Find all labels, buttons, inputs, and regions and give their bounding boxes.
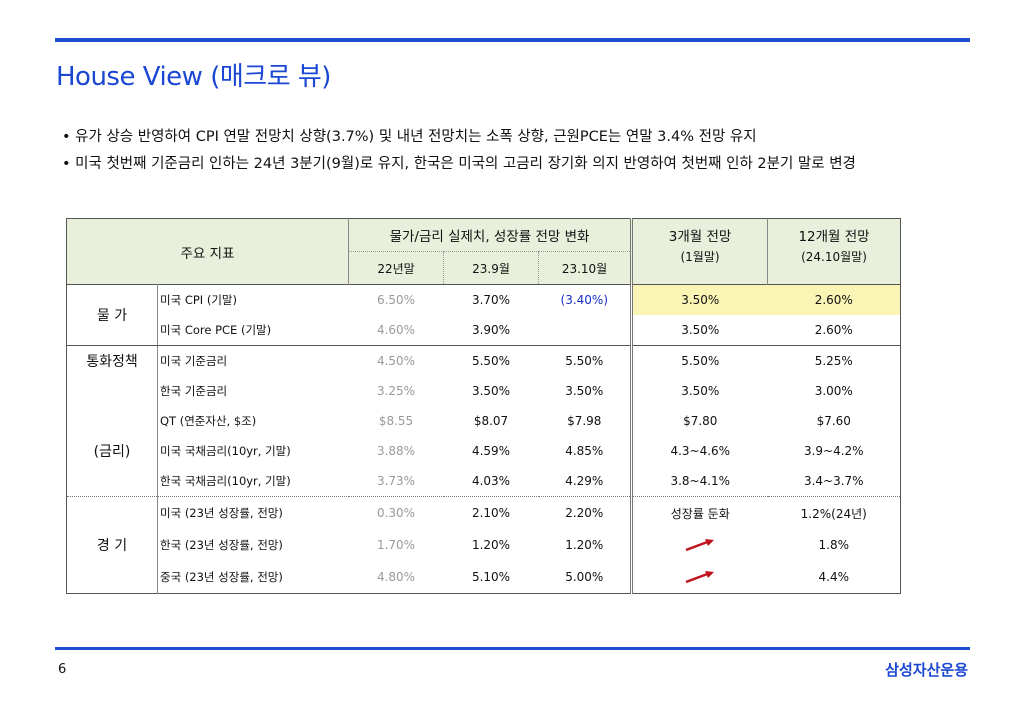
header-main-indicator: 주요 지표 — [65, 218, 349, 285]
value-23oct: (3.40%) — [560, 293, 608, 307]
indicator-name: 한국 국채금리(10yr, 기말) — [156, 466, 349, 497]
forecast-3m: 4.3~4.6% — [630, 436, 768, 466]
indicator-name: 미국 기준금리 — [156, 345, 349, 376]
value-23oct — [539, 315, 632, 346]
value-22end: 4.60% — [376, 323, 416, 337]
value-23oct: 1.20% — [565, 538, 604, 552]
indicator-name: QT (연준자산, $조) — [156, 406, 349, 436]
forecast-12m: 1.8% — [767, 529, 902, 561]
indicator-name: 한국 기준금리 — [156, 376, 349, 406]
value-23sep: 1.20% — [471, 538, 511, 552]
up-right-arrow-icon — [685, 539, 715, 552]
value-22end: $8.55 — [378, 414, 414, 428]
indicator-name: 미국 국채금리(10yr, 기말) — [156, 436, 349, 466]
forecast-12m: 4.4% — [767, 561, 902, 594]
top-rule — [55, 38, 970, 42]
value-23sep: 5.10% — [471, 570, 511, 584]
page-number: 6 — [58, 662, 67, 677]
value-23oct: $7.98 — [567, 414, 602, 428]
bottom-rule — [55, 647, 970, 650]
value-23sep: 2.10% — [471, 506, 511, 520]
category-spacer — [66, 496, 158, 529]
forecast-3m: $7.80 — [630, 406, 768, 436]
category-price: 물 가 — [66, 284, 158, 346]
value-23sep: $8.07 — [473, 414, 509, 428]
macro-table: 주요 지표 물가/금리 실제치, 성장률 전망 변화 3개월 전망 (1월말) … — [65, 218, 902, 594]
header-3m-title: 3개월 전망 — [668, 228, 732, 245]
value-23sep: 3.90% — [471, 323, 511, 337]
header-12m-sub: (24.10월말) — [801, 249, 867, 264]
forecast-3m — [630, 561, 768, 594]
value-22end: 6.50% — [376, 293, 416, 307]
bullet-list: • 유가 상승 반영하여 CPI 연말 전망치 상향(3.7%) 및 내년 전망… — [62, 124, 856, 178]
bullet-item: • 유가 상승 반영하여 CPI 연말 전망치 상향(3.7%) 및 내년 전망… — [62, 129, 757, 145]
page-title: House View (매크로 뷰) — [56, 62, 331, 92]
forecast-3m: 5.50% — [630, 345, 768, 376]
category-spacer — [66, 376, 158, 406]
value-23oct: 4.85% — [565, 444, 604, 458]
forecast-3m: 성장률 둔화 — [630, 496, 768, 529]
category-policy: 통화정책 — [66, 345, 158, 376]
header-3m-forecast: 3개월 전망 (1월말) — [630, 218, 768, 285]
value-22end: 4.50% — [376, 354, 416, 368]
indicator-name: 미국 Core PCE (기말) — [156, 315, 349, 346]
up-right-arrow-icon — [685, 571, 715, 584]
forecast-12m: 3.4~3.7% — [767, 466, 902, 497]
header-group: 물가/금리 실제치, 성장률 전망 변화 — [348, 218, 632, 252]
value-22end: 1.70% — [376, 538, 416, 552]
header-12m-title: 12개월 전망 — [798, 228, 870, 245]
forecast-3m: 3.50% — [630, 284, 768, 315]
indicator-name: 미국 (23년 성장률, 전망) — [156, 496, 349, 529]
value-23oct: 5.50% — [565, 354, 604, 368]
category-spacer — [66, 561, 158, 594]
forecast-12m: 3.00% — [767, 376, 902, 406]
value-22end: 3.25% — [376, 384, 416, 398]
header-col-23sep: 23.9월 — [443, 251, 539, 285]
forecast-3m: 3.8~4.1% — [630, 466, 768, 497]
indicator-name: 한국 (23년 성장률, 전망) — [156, 529, 349, 561]
value-23oct: 4.29% — [565, 474, 604, 488]
value-23sep: 4.03% — [471, 474, 511, 488]
forecast-3m: 3.50% — [630, 315, 768, 346]
value-23sep: 4.59% — [471, 444, 511, 458]
bullet-item: • 미국 첫번째 기준금리 인하는 24년 3분기(9월)로 유지, 한국은 미… — [62, 156, 856, 172]
category-spacer — [66, 406, 158, 436]
header-12m-forecast: 12개월 전망 (24.10월말) — [767, 218, 902, 285]
value-23oct: 3.50% — [565, 384, 604, 398]
value-23sep: 5.50% — [471, 354, 511, 368]
forecast-12m: 2.60% — [767, 284, 902, 315]
header-3m-sub: (1월말) — [680, 249, 720, 264]
value-22end: 0.30% — [376, 506, 416, 520]
category-rate: (금리) — [66, 436, 158, 466]
forecast-12m: 3.9~4.2% — [767, 436, 902, 466]
value-22end: 3.73% — [376, 474, 416, 488]
forecast-12m: 5.25% — [767, 345, 902, 376]
category-spacer — [66, 466, 158, 497]
indicator-name: 중국 (23년 성장률, 전망) — [156, 561, 349, 594]
forecast-12m: 2.60% — [767, 315, 902, 346]
value-23oct: 2.20% — [565, 506, 604, 520]
header-col-22end: 22년말 — [348, 251, 444, 285]
header-col-23oct: 23.10월 — [538, 251, 632, 285]
forecast-12m: 1.2%(24년) — [767, 496, 902, 529]
forecast-3m — [630, 529, 768, 561]
forecast-12m: $7.60 — [767, 406, 902, 436]
brand-logo: 삼성자산운용 — [885, 661, 968, 679]
value-22end: 4.80% — [376, 570, 416, 584]
value-23oct: 5.00% — [565, 570, 604, 584]
forecast-3m: 3.50% — [630, 376, 768, 406]
value-23sep: 3.70% — [471, 293, 511, 307]
indicator-name: 미국 CPI (기말) — [156, 284, 349, 315]
category-economy: 경 기 — [66, 529, 158, 561]
value-23sep: 3.50% — [471, 384, 511, 398]
value-22end: 3.88% — [376, 444, 416, 458]
